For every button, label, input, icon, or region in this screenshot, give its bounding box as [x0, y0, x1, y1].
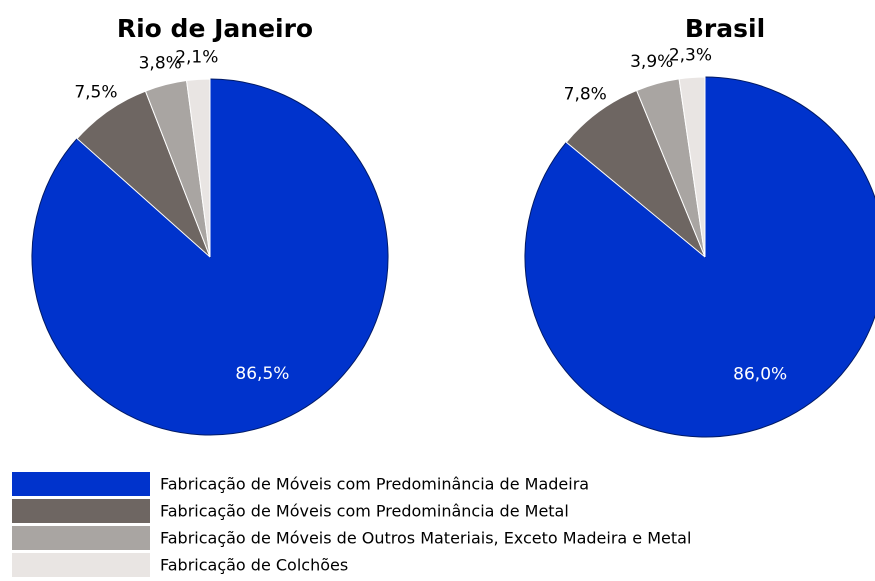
data-label: 2,3%	[669, 46, 712, 66]
legend-label: Fabricação de Móveis com Predominância d…	[160, 502, 569, 521]
data-label: 86,5%	[235, 364, 289, 384]
data-label: 3,9%	[630, 52, 673, 72]
pie-slice	[185, 78, 211, 258]
legend-swatch	[12, 472, 150, 496]
legend-swatch	[12, 526, 150, 550]
chart-title: Rio de Janeiro	[117, 14, 313, 43]
legend-swatch	[12, 553, 150, 577]
data-label: 86,0%	[733, 364, 787, 384]
legend-label: Fabricação de Móveis de Outros Materiais…	[160, 529, 691, 548]
legend-swatch	[12, 499, 150, 523]
data-label: 3,8%	[139, 53, 182, 73]
legend-label: Fabricação de Colchões	[160, 556, 348, 575]
pie-slice	[678, 76, 706, 258]
legend-label: Fabricação de Móveis com Predominância d…	[160, 475, 589, 494]
data-label: 2,1%	[175, 47, 218, 67]
data-label: 7,5%	[74, 83, 117, 103]
pie-slice	[524, 76, 875, 438]
data-label: 7,8%	[564, 84, 607, 104]
chart-title: Brasil	[685, 14, 765, 43]
